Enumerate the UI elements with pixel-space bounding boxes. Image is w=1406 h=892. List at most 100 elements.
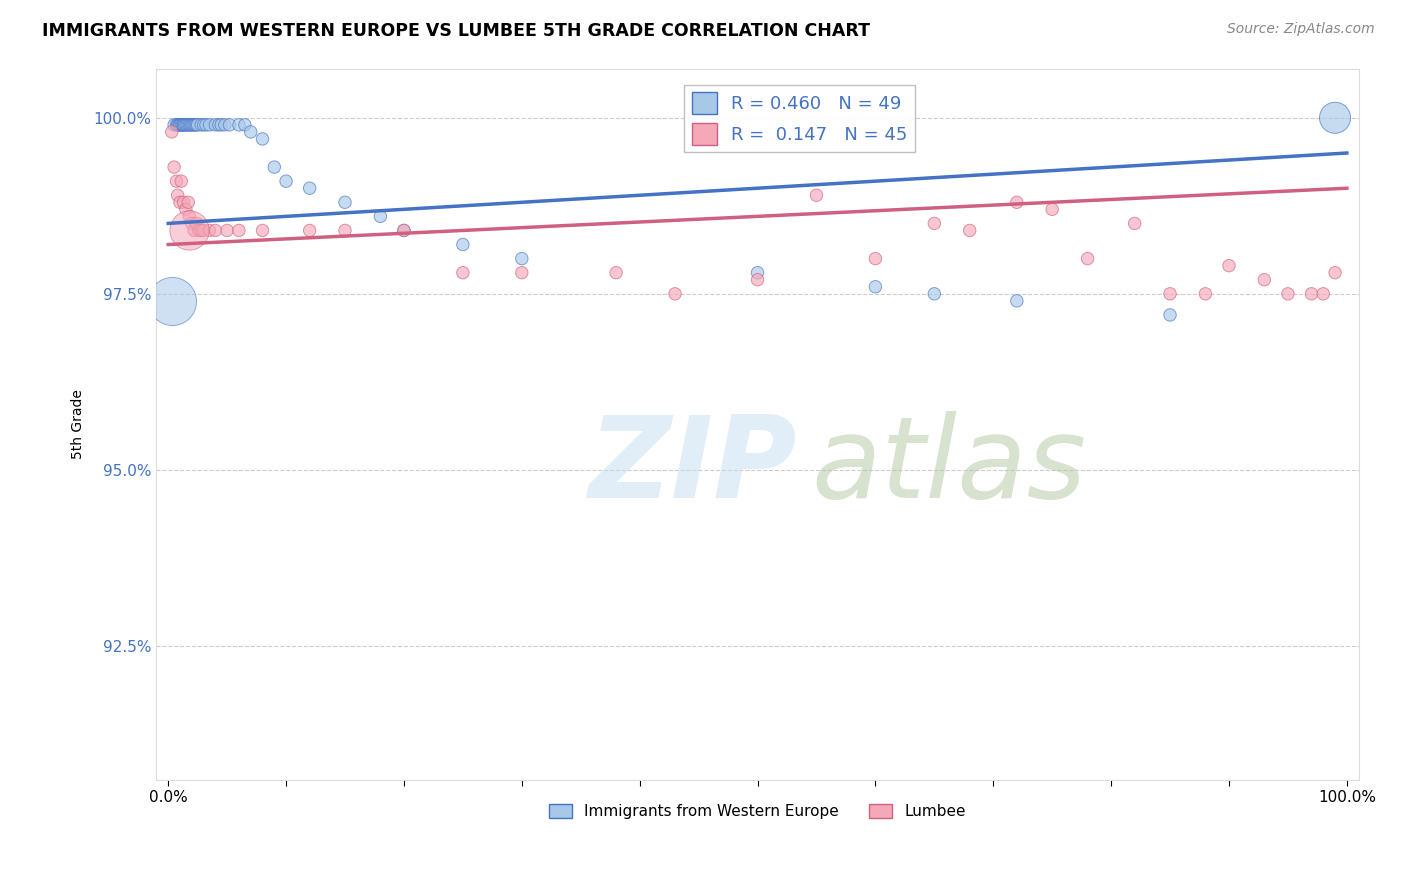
Point: [747, 266, 769, 280]
Point: [1005, 195, 1028, 210]
Point: [605, 266, 627, 280]
Point: [228, 223, 250, 237]
Point: [1123, 216, 1146, 230]
Point: [173, 195, 195, 210]
Point: [179, 118, 201, 132]
Point: [179, 210, 201, 224]
Point: [193, 223, 215, 237]
Point: [959, 223, 981, 237]
Point: [174, 202, 197, 217]
Point: [198, 223, 221, 237]
Point: [184, 118, 207, 132]
Text: atlas: atlas: [811, 411, 1087, 522]
Point: [1253, 273, 1275, 287]
Point: [865, 279, 887, 293]
Point: [233, 118, 256, 132]
Point: [1218, 259, 1240, 273]
Point: [170, 174, 193, 188]
Point: [510, 266, 533, 280]
Point: [186, 216, 208, 230]
Point: [198, 118, 221, 132]
Point: [180, 216, 202, 230]
Point: [163, 160, 186, 174]
Point: [924, 216, 946, 230]
Point: [747, 273, 769, 287]
Point: [166, 174, 188, 188]
Point: [392, 223, 415, 237]
Point: [179, 223, 201, 237]
Point: [1159, 308, 1181, 322]
Point: [183, 118, 205, 132]
Point: [392, 223, 415, 237]
Point: [1005, 293, 1028, 308]
Point: [298, 181, 321, 195]
Point: [174, 118, 197, 132]
Point: [194, 118, 217, 132]
Point: [160, 293, 183, 308]
Point: [451, 237, 474, 252]
Point: [176, 118, 198, 132]
Point: [204, 118, 226, 132]
Point: [177, 195, 200, 210]
Point: [1077, 252, 1099, 266]
Point: [1040, 202, 1063, 217]
Point: [924, 286, 946, 301]
Point: [370, 210, 392, 224]
Point: [181, 118, 204, 132]
Point: [239, 125, 262, 139]
Point: [1324, 266, 1347, 280]
Point: [193, 118, 215, 132]
Text: ZIP: ZIP: [589, 411, 797, 522]
Point: [333, 195, 356, 210]
Point: [187, 118, 209, 132]
Point: [180, 118, 202, 132]
Point: [1312, 286, 1334, 301]
Point: [1324, 111, 1347, 125]
Point: [252, 132, 274, 146]
Point: [1159, 286, 1181, 301]
Point: [218, 118, 240, 132]
Text: IMMIGRANTS FROM WESTERN EUROPE VS LUMBEE 5TH GRADE CORRELATION CHART: IMMIGRANTS FROM WESTERN EUROPE VS LUMBEE…: [42, 22, 870, 40]
Point: [187, 223, 209, 237]
Point: [208, 118, 231, 132]
Point: [263, 160, 285, 174]
Point: [163, 118, 186, 132]
Text: Source: ZipAtlas.com: Source: ZipAtlas.com: [1227, 22, 1375, 37]
Point: [190, 118, 212, 132]
Point: [209, 118, 232, 132]
Point: [510, 252, 533, 266]
Point: [173, 118, 195, 132]
Point: [664, 286, 686, 301]
Point: [214, 118, 236, 132]
Point: [865, 252, 887, 266]
Point: [252, 223, 274, 237]
Point: [190, 223, 212, 237]
Point: [333, 223, 356, 237]
Point: [180, 118, 202, 132]
Point: [204, 223, 226, 237]
Point: [451, 266, 474, 280]
Point: [217, 223, 239, 237]
Point: [274, 174, 297, 188]
Point: [228, 118, 250, 132]
Point: [166, 118, 188, 132]
Point: [1277, 286, 1299, 301]
Point: [1194, 286, 1216, 301]
Point: [160, 125, 183, 139]
Point: [172, 118, 194, 132]
Point: [183, 223, 205, 237]
Point: [166, 118, 188, 132]
Point: [173, 118, 195, 132]
Point: [186, 118, 208, 132]
Point: [166, 188, 188, 202]
Point: [169, 118, 191, 132]
Point: [173, 118, 195, 132]
Point: [806, 188, 828, 202]
Legend: Immigrants from Western Europe, Lumbee: Immigrants from Western Europe, Lumbee: [543, 798, 972, 825]
Point: [167, 118, 190, 132]
Point: [170, 118, 193, 132]
Y-axis label: 5th Grade: 5th Grade: [72, 389, 86, 459]
Point: [1301, 286, 1323, 301]
Point: [298, 223, 321, 237]
Point: [169, 195, 191, 210]
